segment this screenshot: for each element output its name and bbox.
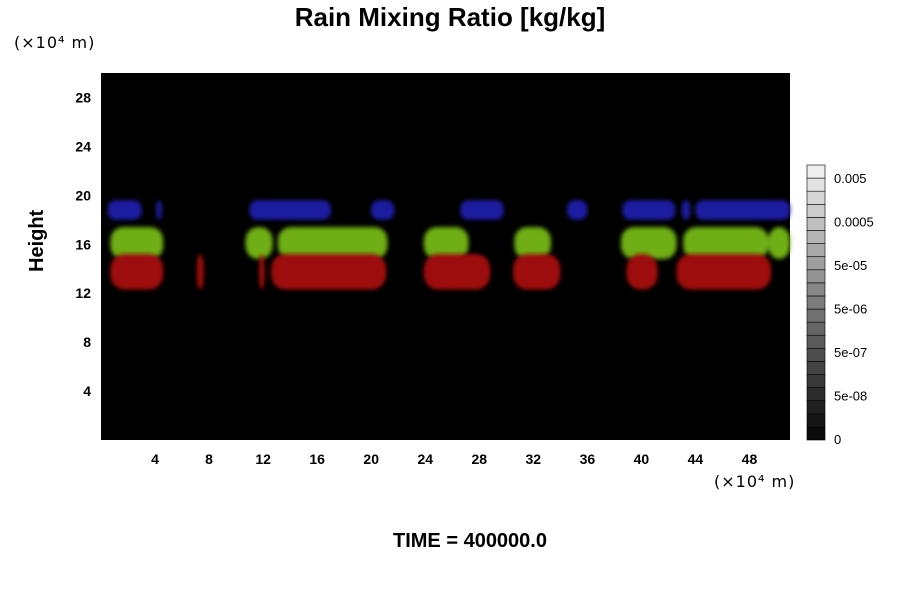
colorbar-swatch <box>806 361 826 375</box>
x-tick-label: 40 <box>634 451 650 467</box>
layer-0-patch-0 <box>107 200 142 220</box>
x-tick-label: 4 <box>151 451 159 467</box>
colorbar-swatch <box>806 374 826 388</box>
layer-2-patch-7 <box>626 254 658 290</box>
colorbar: 0.005 0.0005 5e-05 5e-06 5e-07 5e-08 0 <box>806 164 874 447</box>
x-axis-ticks: 4 8 12 16 20 24 28 32 36 40 44 48 <box>151 451 757 467</box>
layer-0-patch-5 <box>567 200 588 220</box>
layer-1-patch-5 <box>621 227 677 259</box>
layer-2-patch-0 <box>110 254 164 290</box>
colorbar-label: 5e-08 <box>834 389 867 404</box>
layer-2-patch-5 <box>441 254 491 290</box>
colorbar-label: 0.0005 <box>834 215 874 230</box>
y-axis-unit: (×10⁴ m) <box>14 33 96 52</box>
colorbar-swatch <box>806 426 826 441</box>
colorbar-swatch <box>806 256 826 271</box>
colorbar-swatch <box>806 230 826 244</box>
layer-0-patch-8 <box>695 200 790 220</box>
colorbar-swatch <box>806 413 826 428</box>
y-tick-label: 24 <box>75 138 91 154</box>
data-layers <box>107 200 790 290</box>
layer-0-patch-3 <box>371 200 395 220</box>
x-tick-label: 8 <box>205 451 213 467</box>
x-tick-label: 16 <box>309 451 325 467</box>
colorbar-swatch <box>806 177 826 192</box>
layer-2-patch-8 <box>676 254 772 290</box>
colorbar-swatch <box>806 308 826 323</box>
layer-2 <box>110 254 772 290</box>
colorbar-swatch <box>806 282 826 297</box>
chart-title: Rain Mixing Ratio [kg/kg] <box>294 2 606 32</box>
layer-1-patch-0 <box>110 227 164 259</box>
y-tick-label: 16 <box>75 236 91 252</box>
colorbar-swatch <box>806 269 826 284</box>
layer-1-patch-6 <box>683 227 769 259</box>
colorbar-swatch <box>806 295 826 310</box>
x-axis-unit: (×10⁴ m) <box>714 472 796 491</box>
y-tick-label: 20 <box>75 187 91 203</box>
colorbar-swatch <box>806 243 826 257</box>
x-tick-label: 24 <box>417 451 433 467</box>
layer-0-patch-6 <box>622 200 676 220</box>
layer-2-patch-2 <box>259 254 265 290</box>
colorbar-label: 5e-05 <box>834 258 867 273</box>
layer-1-patch-1 <box>245 227 273 259</box>
colorbar-label: 0 <box>834 432 841 447</box>
colorbar-swatch <box>806 348 826 362</box>
y-tick-label: 28 <box>75 89 91 105</box>
layer-2-patch-1 <box>196 254 204 290</box>
layer-0-patch-7 <box>681 200 691 220</box>
x-tick-label: 12 <box>255 451 271 467</box>
x-tick-label: 20 <box>363 451 379 467</box>
colorbar-swatch <box>806 190 826 205</box>
layer-0-patch-1 <box>156 200 162 220</box>
colorbar-label: 0.005 <box>834 171 867 186</box>
y-tick-label: 12 <box>75 285 91 301</box>
x-tick-label: 44 <box>688 451 704 467</box>
colorbar-label: 5e-07 <box>834 345 867 360</box>
layer-1-patch-2 <box>277 227 388 259</box>
colorbar-swatch <box>806 217 826 231</box>
layer-1 <box>110 227 790 259</box>
layer-0-patch-2 <box>249 200 331 220</box>
colorbar-swatch <box>806 321 826 336</box>
colorbar-swatch <box>806 334 826 349</box>
layer-0 <box>107 200 790 220</box>
colorbar-swatch <box>806 164 826 179</box>
y-tick-label: 8 <box>83 334 91 350</box>
x-tick-label: 36 <box>580 451 596 467</box>
layer-2-patch-6 <box>513 254 561 290</box>
layer-2-patch-3 <box>271 254 387 290</box>
colorbar-label: 5e-06 <box>834 302 867 317</box>
x-tick-label: 32 <box>526 451 542 467</box>
colorbar-swatch <box>806 203 826 218</box>
layer-1-patch-7 <box>768 227 790 259</box>
layer-1-patch-3 <box>423 227 469 259</box>
y-tick-label: 4 <box>83 383 91 399</box>
layer-1-patch-4 <box>514 227 551 259</box>
colorbar-swatch <box>806 387 826 402</box>
layer-0-patch-4 <box>460 200 504 220</box>
time-label: TIME = 400000.0 <box>393 530 547 552</box>
y-axis-ticks: 4 8 12 16 20 24 28 <box>75 89 91 399</box>
colorbar-swatch <box>806 400 826 415</box>
x-tick-label: 48 <box>742 451 758 467</box>
x-tick-label: 28 <box>471 451 487 467</box>
